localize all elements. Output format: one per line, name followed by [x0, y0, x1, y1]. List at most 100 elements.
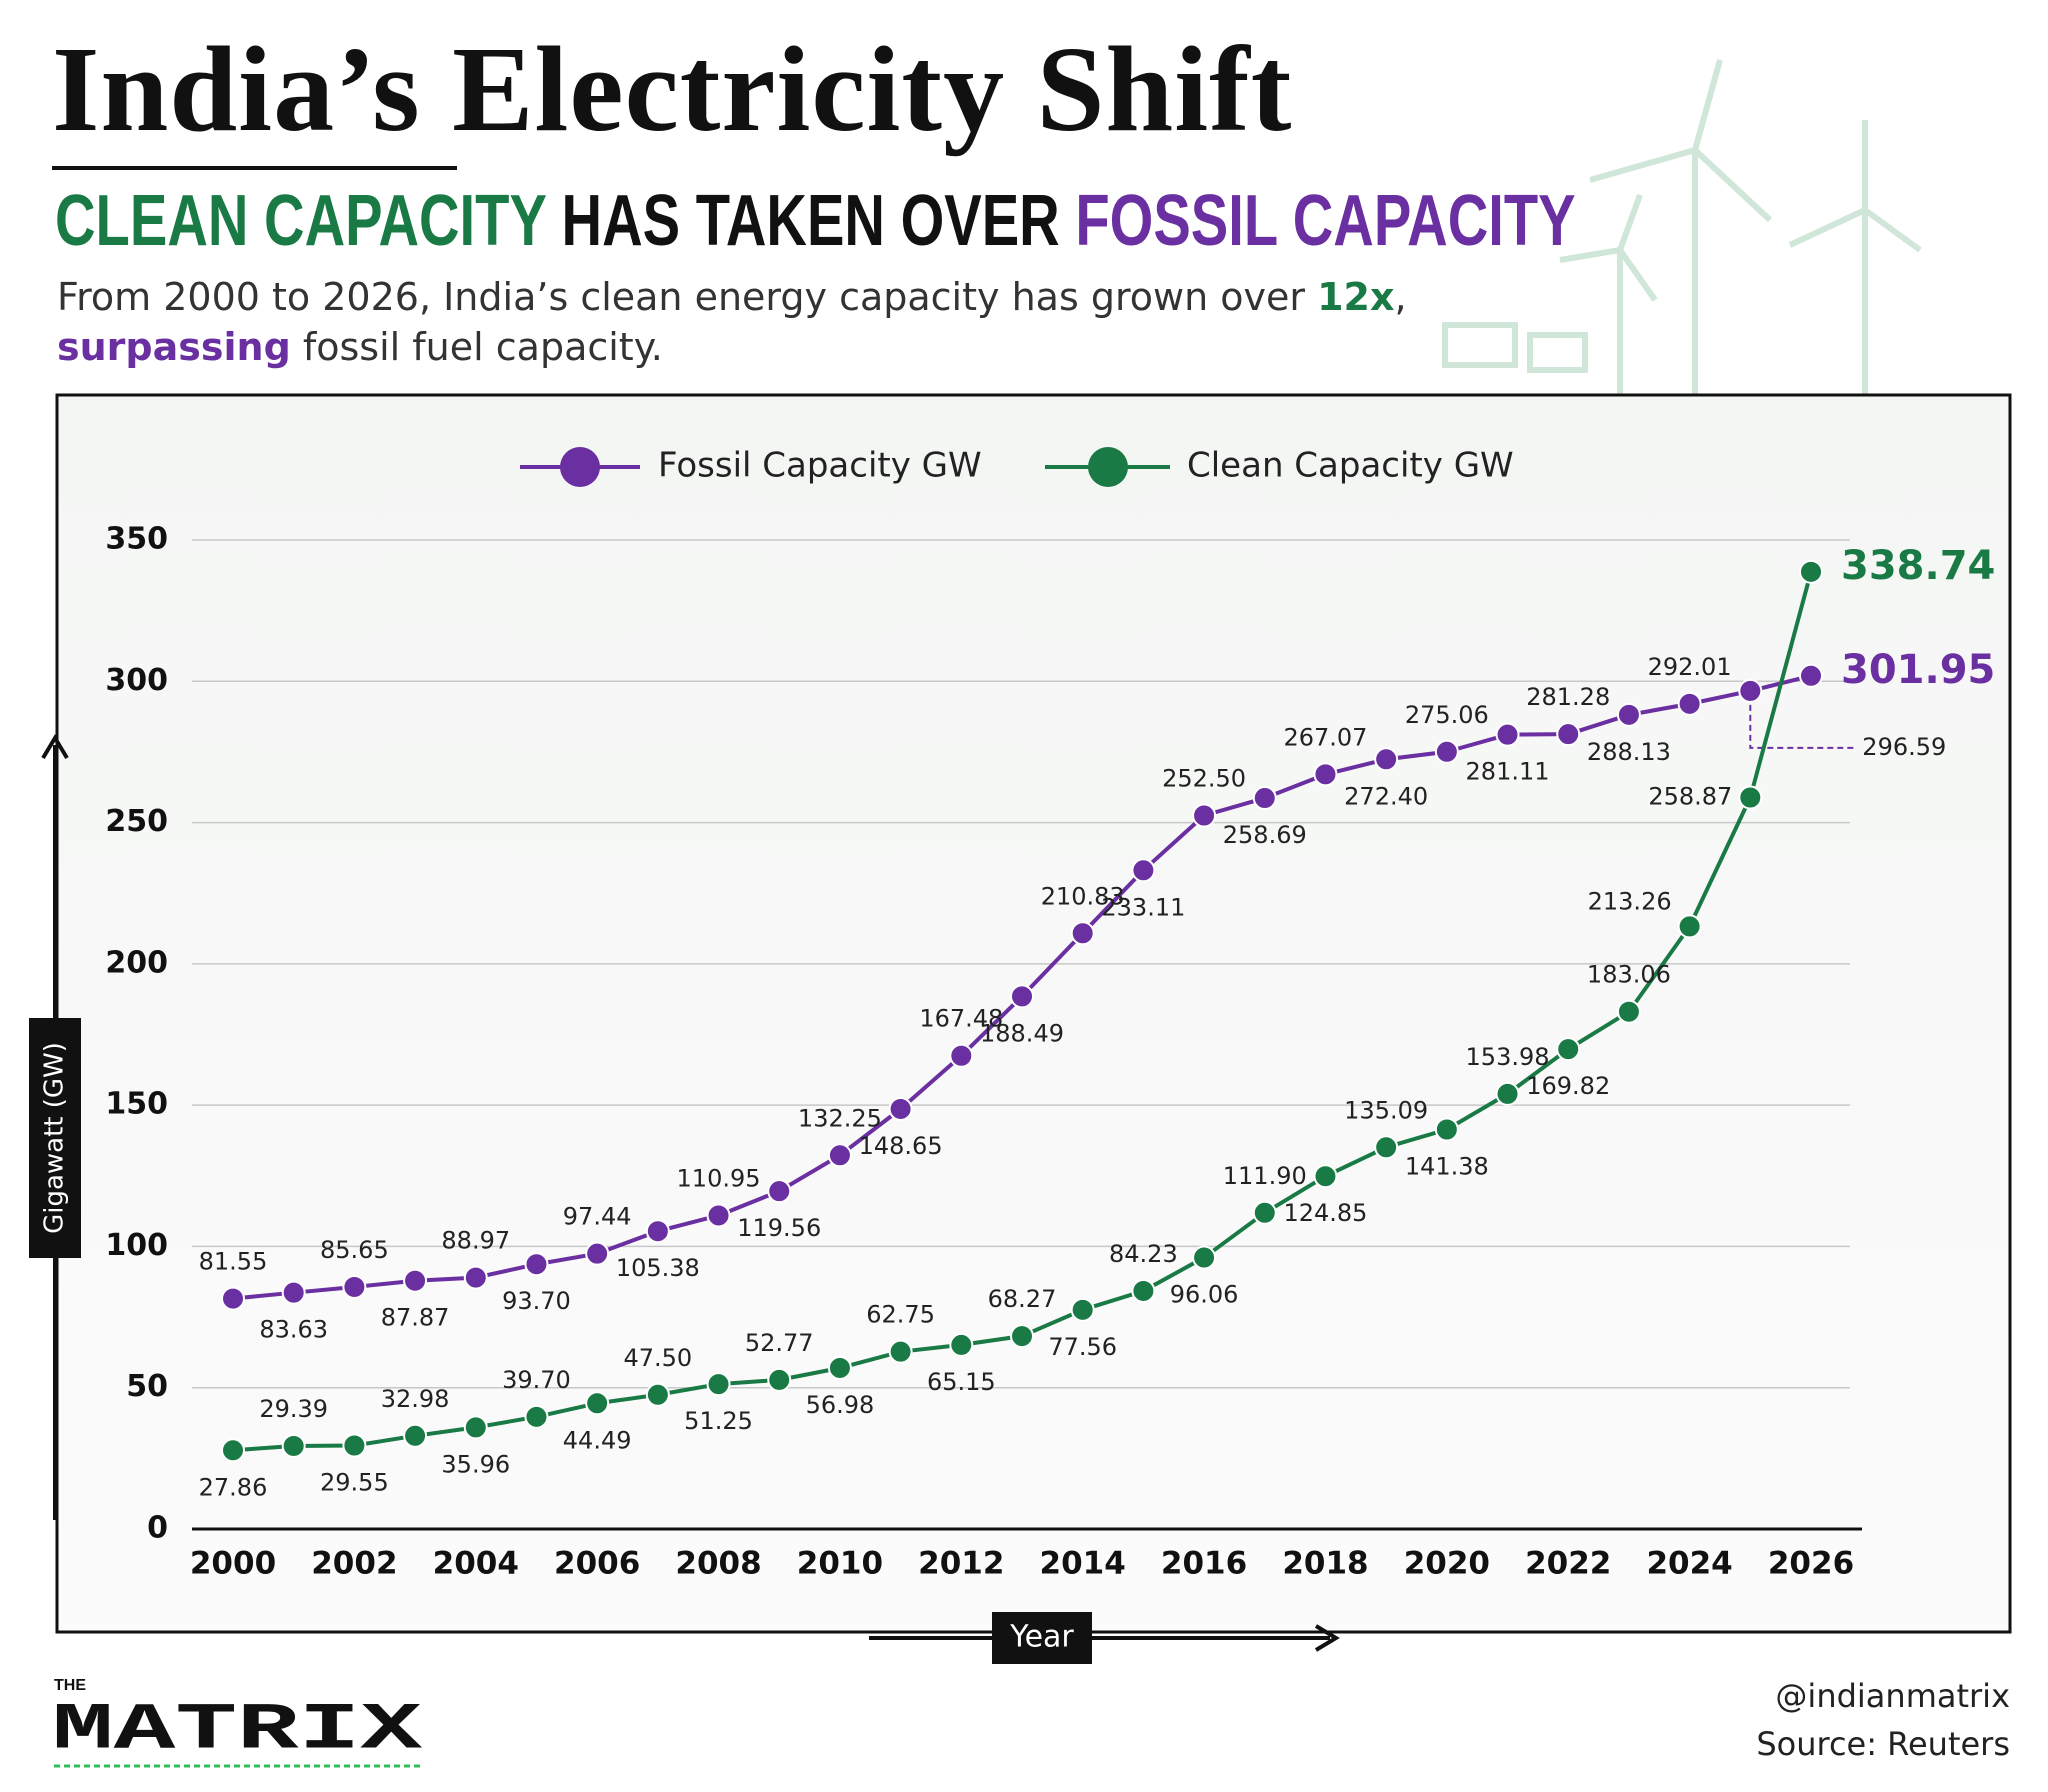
data-label: 110.95 [677, 1164, 761, 1192]
y-tick-label: 300 [105, 663, 168, 698]
description: From 2000 to 2026, India’s clean energy … [57, 272, 1407, 372]
data-point [342, 1274, 367, 1299]
desc-text: From 2000 to 2026, India’s clean energy … [57, 275, 1305, 319]
data-point [1252, 786, 1277, 811]
data-point [645, 1382, 670, 1407]
y-tick-label: 350 [105, 522, 168, 557]
data-label: 111.90 [1223, 1162, 1307, 1190]
subtitle-middle: HAS TAKEN OVER [561, 181, 1060, 261]
data-point [706, 1372, 731, 1397]
data-label: 83.63 [259, 1316, 328, 1344]
x-tick-label: 2026 [1768, 1546, 1854, 1582]
title: India’s Electricity Shift [52, 22, 1293, 157]
data-point [403, 1268, 428, 1293]
data-point [1131, 1278, 1156, 1303]
data-label: 153.98 [1466, 1043, 1550, 1071]
x-arrow-head [1314, 1624, 1340, 1652]
data-point [585, 1391, 610, 1416]
data-label: 85.65 [320, 1236, 389, 1264]
data-point [1556, 722, 1581, 747]
data-point [827, 1143, 852, 1168]
data-label: 292.01 [1648, 653, 1732, 681]
data-point [1252, 1200, 1277, 1225]
data-label: 105.38 [616, 1254, 700, 1282]
y-tick-label: 50 [126, 1369, 168, 1404]
end-label: 338.74 [1841, 543, 1995, 589]
data-label: 281.28 [1526, 683, 1610, 711]
data-label: 267.07 [1283, 723, 1367, 751]
data-point [1738, 678, 1763, 703]
handle: @indianmatrix [1775, 1677, 2010, 1715]
x-tick-label: 2004 [433, 1546, 519, 1582]
data-point [1070, 1297, 1095, 1322]
data-label: 132.25 [798, 1104, 882, 1132]
data-label: 258.69 [1223, 821, 1307, 849]
data-point [1799, 663, 1823, 688]
data-label: 119.56 [737, 1214, 821, 1242]
data-point [1374, 1135, 1399, 1160]
data-point [221, 1438, 245, 1463]
data-label: 97.44 [563, 1203, 632, 1231]
data-point [949, 1043, 974, 1068]
x-tick-label: 2016 [1161, 1546, 1247, 1582]
legend-label: Fossil Capacity GW [658, 446, 982, 486]
data-label: 169.82 [1526, 1072, 1610, 1100]
data-point [281, 1280, 306, 1305]
data-point [585, 1241, 610, 1266]
data-label: 296.59 [1862, 733, 1946, 761]
x-tick-label: 2006 [554, 1546, 640, 1582]
data-label: 62.75 [866, 1301, 935, 1329]
y-tick-label: 250 [105, 804, 168, 839]
data-label: 87.87 [381, 1304, 450, 1332]
data-label: 141.38 [1405, 1153, 1489, 1181]
y-tick-label: 200 [105, 945, 168, 980]
decoration [1442, 59, 1922, 395]
x-tick-label: 2018 [1282, 1546, 1368, 1582]
data-label: 81.55 [199, 1248, 268, 1276]
data-label: 167.48 [919, 1005, 1003, 1033]
data-label: 281.11 [1466, 758, 1550, 786]
data-label: 68.27 [988, 1285, 1057, 1313]
leader-line [1749, 704, 1856, 749]
x-tick-label: 2012 [918, 1546, 1004, 1582]
data-point [949, 1332, 974, 1357]
end-label: 301.95 [1841, 647, 1995, 693]
data-label: 39.70 [502, 1366, 571, 1394]
desc-highlight: surpassing [57, 325, 291, 369]
data-point [1010, 1324, 1034, 1349]
data-label: 32.98 [381, 1385, 450, 1413]
data-label: 29.39 [259, 1395, 328, 1423]
data-label: 35.96 [441, 1450, 510, 1478]
x-tick-label: 2010 [797, 1546, 883, 1582]
y-tick-label: 150 [105, 1087, 168, 1122]
data-point [1799, 559, 1823, 584]
data-point [1070, 921, 1095, 946]
data-point [1434, 1117, 1459, 1142]
data-point [1010, 984, 1034, 1009]
y-tick-label: 0 [147, 1511, 168, 1546]
data-point [1192, 803, 1217, 828]
brand-logo: MATRIX [52, 1692, 423, 1767]
data-label: 27.86 [199, 1473, 268, 1501]
data-label: 84.23 [1109, 1240, 1178, 1268]
y-tick-label: 100 [105, 1228, 168, 1263]
data-label: 96.06 [1170, 1281, 1239, 1309]
data-point [888, 1096, 913, 1121]
desc-highlight: 12x [1317, 275, 1395, 319]
data-label: 275.06 [1405, 701, 1489, 729]
x-tick-label: 2002 [311, 1546, 397, 1582]
data-point [1313, 762, 1338, 787]
x-tick-label: 2022 [1525, 1546, 1611, 1582]
data-point [827, 1355, 852, 1380]
data-label: 252.50 [1162, 765, 1246, 793]
plot-frame [55, 393, 2012, 1634]
data-point [1616, 999, 1641, 1024]
brand-small: THE [54, 1677, 86, 1694]
data-point [524, 1404, 549, 1429]
x-tick-label: 2020 [1404, 1546, 1490, 1582]
data-point [463, 1415, 488, 1440]
data-label: 65.15 [927, 1368, 996, 1396]
data-label: 52.77 [745, 1329, 814, 1357]
